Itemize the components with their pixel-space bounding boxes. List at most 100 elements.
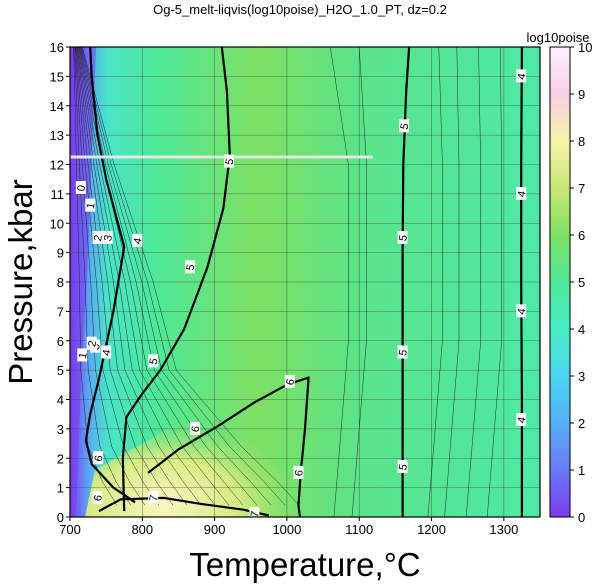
- y-axis-title: Pressure,kbar: [2, 179, 39, 384]
- contour-label: 4: [101, 349, 114, 357]
- y-tick-label: 2: [57, 451, 64, 466]
- contour-label: 2: [86, 340, 99, 348]
- contour-label-bg: [85, 198, 96, 212]
- contour-label-bg: [284, 374, 295, 388]
- minor-contours: [73, 47, 502, 517]
- contour-label-bg: [399, 119, 410, 133]
- contour-label: 5: [397, 234, 410, 242]
- contour-label: 1: [77, 352, 90, 360]
- contour-label: 5: [397, 349, 410, 357]
- y-tick-label: 0: [57, 510, 64, 525]
- major-contours: [84, 47, 523, 517]
- contour-label-bg: [397, 230, 408, 244]
- minor-contour-line: [74, 47, 146, 506]
- minor-contour-line: [351, 47, 367, 517]
- minor-contour-line: [80, 47, 258, 506]
- colorbar-ticks: 0 1 2 3 4 5 6 7 8 9 10: [570, 40, 592, 525]
- x-tick-label: 700: [59, 522, 81, 537]
- x-tick-label: 1300: [489, 522, 518, 537]
- major-contour-line: [84, 47, 136, 504]
- colorbar-tick-label: 7: [578, 181, 585, 196]
- contour-label: 0: [75, 184, 88, 192]
- y-tick-label: 15: [50, 69, 64, 84]
- contour-label: 6: [293, 469, 306, 477]
- major-contour-line: [520, 47, 523, 517]
- colorbar-tick-label: 0: [578, 510, 585, 525]
- minor-contour-line: [75, 47, 160, 506]
- contour-label: 5: [185, 263, 198, 271]
- high-viscosity-region: [85, 380, 310, 517]
- y-tick-label: 5: [57, 363, 64, 378]
- contour-label: 5: [397, 463, 410, 471]
- contour-label: 6: [284, 378, 297, 386]
- x-tick-label: 1000: [272, 522, 301, 537]
- contour-label: 7: [249, 510, 262, 518]
- colorbar-tick-label: 3: [578, 369, 585, 384]
- contour-label-bg: [293, 465, 304, 479]
- contour-label-bg: [92, 490, 103, 504]
- contour-label-bg: [397, 345, 408, 359]
- contour-label-bg: [249, 507, 260, 517]
- y-tick-label: 16: [50, 40, 64, 55]
- contour-label: 4: [516, 307, 529, 315]
- x-tick-label: 900: [204, 522, 226, 537]
- major-contour-line: [98, 496, 270, 517]
- contour-label: 2: [92, 234, 105, 242]
- x-tick-label: 1100: [345, 522, 373, 537]
- x-tick-label: 1200: [417, 522, 446, 537]
- major-contour-line: [121, 47, 231, 512]
- y-tick-label: 7: [57, 304, 64, 319]
- y-tick-label: 9: [57, 246, 64, 261]
- contour-labels: 444455555556664477012332166: [75, 69, 529, 518]
- y-tick-label: 12: [50, 158, 64, 173]
- contour-label-bg: [92, 230, 103, 244]
- contour-label: 6: [190, 425, 203, 433]
- contour-label: 5: [399, 122, 412, 130]
- contour-label: 1: [85, 202, 98, 210]
- contour-label-bg: [516, 69, 527, 83]
- minor-contour-line: [486, 47, 502, 517]
- contour-label: 4: [516, 72, 529, 80]
- minor-contour-line: [76, 47, 188, 506]
- contour-label-bg: [516, 413, 527, 427]
- minor-contour-line: [444, 47, 460, 517]
- minor-contour-line: [78, 47, 216, 506]
- colorbar-tick-label: 9: [578, 87, 585, 102]
- minor-contour-line: [76, 47, 174, 506]
- y-tick-label: 14: [50, 99, 64, 114]
- major-contour-line: [401, 47, 411, 517]
- y-tick-label: 4: [57, 393, 64, 408]
- colorbar-label: log10poise: [527, 30, 590, 45]
- major-contour-line: [147, 376, 310, 517]
- colorbar-tick-label: 6: [578, 228, 585, 243]
- grid-lines: [70, 47, 540, 517]
- minor-contour-line: [465, 47, 481, 517]
- y-tick-label: 10: [50, 216, 64, 231]
- minor-contour-line: [427, 47, 443, 517]
- contour-label-bg: [132, 233, 143, 247]
- minor-contour-line: [73, 47, 118, 506]
- contour-label-bg: [190, 421, 201, 435]
- colorbar-tick-label: 4: [578, 322, 585, 337]
- contour-label-bg: [148, 354, 159, 368]
- colorbar: [549, 46, 571, 518]
- contour-label: 6: [93, 454, 106, 462]
- y-tick-label: 6: [57, 334, 64, 349]
- minor-contour-line: [330, 47, 349, 517]
- colorbar-tick-label: 1: [578, 463, 585, 478]
- chart-title: Og-5_melt-liqvis(log10poise)_H2O_1.0_PT,…: [153, 2, 447, 17]
- contour-label-bg: [86, 336, 97, 350]
- minor-contour-line: [77, 47, 202, 506]
- contour-label: 3: [102, 234, 115, 242]
- contour-label: 4: [132, 237, 145, 245]
- minor-contour-line: [78, 47, 230, 506]
- contour-label: 7: [148, 494, 161, 502]
- contour-label-bg: [77, 348, 88, 362]
- minor-contour-line: [81, 47, 286, 506]
- contour-label: 6: [92, 494, 105, 502]
- contour-label-bg: [516, 186, 527, 200]
- contour-label-bg: [93, 451, 104, 465]
- contour-label-bg: [148, 490, 159, 504]
- y-tick-label: 8: [57, 275, 64, 290]
